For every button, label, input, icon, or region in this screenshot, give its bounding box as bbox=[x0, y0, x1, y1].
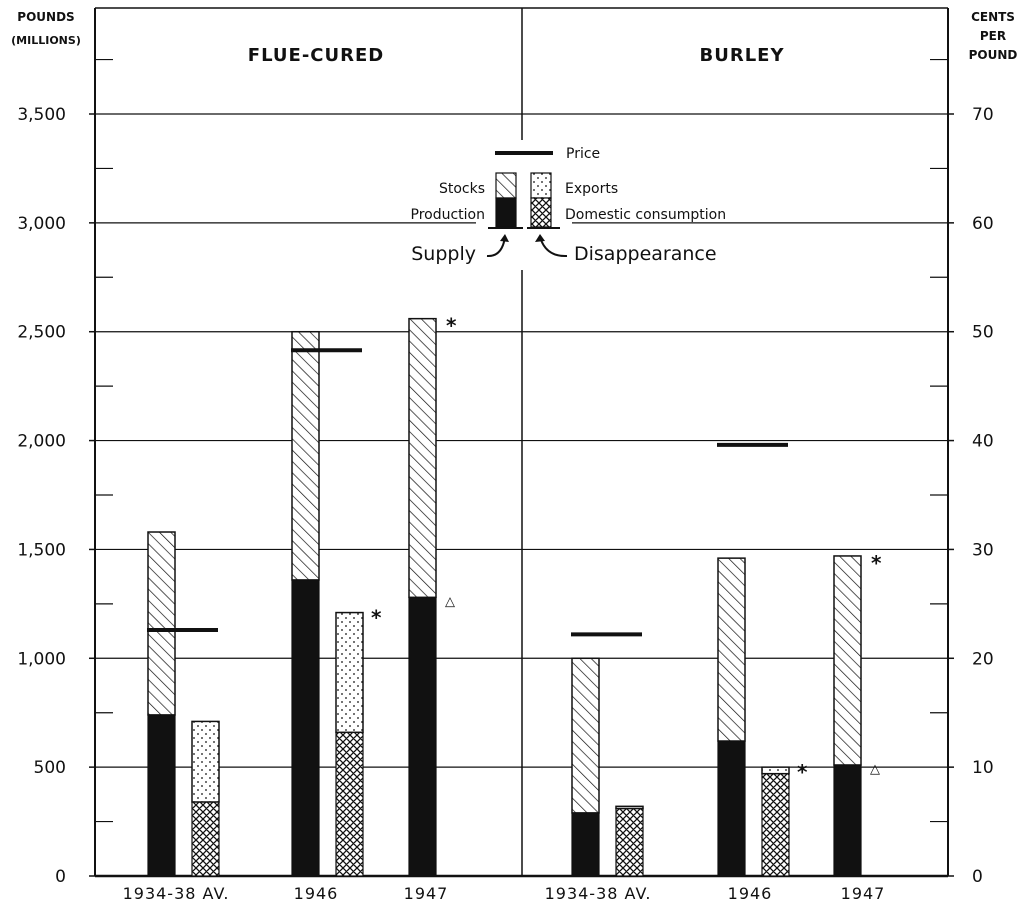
right-tick-label: 30 bbox=[972, 540, 994, 560]
bar-domestic-consumption bbox=[335, 731, 364, 877]
bar-production bbox=[291, 579, 320, 877]
bar-stocks bbox=[291, 330, 320, 581]
category-label: 1934-38 AV. bbox=[123, 884, 230, 903]
bar-domestic-consumption bbox=[615, 807, 644, 877]
right-tick-label: 20 bbox=[972, 649, 994, 669]
bar-stocks bbox=[408, 317, 437, 599]
category-label: 1946 bbox=[728, 884, 773, 903]
plot-frame bbox=[94, 7, 949, 878]
left-tick-label: 500 bbox=[34, 758, 66, 778]
bar-production bbox=[147, 714, 176, 877]
chart-marks: * * △ * * △ bbox=[147, 314, 882, 877]
bar-stocks bbox=[571, 657, 600, 814]
right-y-axis: 0 10 20 30 40 50 60 70 bbox=[930, 58, 994, 887]
gridlines bbox=[95, 113, 948, 768]
supply-marker: * bbox=[446, 314, 457, 338]
right-axis-unit-label: CENTS PER POUND bbox=[969, 10, 1018, 62]
right-tick-label: 50 bbox=[972, 323, 994, 343]
supply-marker: * bbox=[871, 551, 882, 575]
bar-production bbox=[833, 764, 862, 877]
category-label: 1934-38 AV. bbox=[545, 884, 652, 903]
bar-domestic-consumption bbox=[761, 773, 790, 877]
bar-exports bbox=[191, 720, 220, 803]
bar-exports bbox=[335, 611, 364, 734]
legend-stocks-swatch bbox=[495, 172, 517, 199]
left-axis-unit-line1: POUNDS bbox=[17, 10, 74, 24]
legend-production-label: Production bbox=[411, 207, 485, 223]
bar-stocks bbox=[833, 555, 862, 766]
right-tick-label: 10 bbox=[972, 758, 994, 778]
bar-stocks bbox=[717, 557, 746, 742]
production-marker: △ bbox=[870, 762, 880, 777]
legend-exports-swatch bbox=[530, 172, 552, 199]
production-marker: △ bbox=[445, 594, 455, 609]
right-tick-label: 70 bbox=[972, 105, 994, 125]
left-axis-unit-line2: (MILLIONS) bbox=[11, 34, 81, 47]
bar-production bbox=[408, 596, 437, 877]
legend-price-label: Price bbox=[566, 146, 600, 162]
disappearance-marker: * bbox=[797, 760, 808, 784]
bar-exports bbox=[615, 805, 644, 810]
panel-title-flue-cured: FLUE-CURED bbox=[248, 45, 384, 66]
category-label: 1947 bbox=[404, 884, 449, 903]
legend-exports-label: Exports bbox=[565, 181, 618, 197]
right-tick-label: 40 bbox=[972, 432, 994, 452]
category-label: 1947 bbox=[841, 884, 886, 903]
legend-supply-label: Supply bbox=[411, 243, 476, 265]
left-tick-label: 1,500 bbox=[17, 540, 66, 560]
right-tick-label: 60 bbox=[972, 214, 994, 234]
right-tick-label: 0 bbox=[972, 867, 983, 887]
bar-production bbox=[717, 740, 746, 877]
left-axis-unit-label: POUNDS (MILLIONS) bbox=[11, 10, 81, 47]
right-axis-unit-line1: CENTS bbox=[971, 10, 1015, 24]
bar-stocks bbox=[147, 531, 176, 716]
disappearance-marker: * bbox=[371, 606, 382, 630]
right-axis-unit-line3: POUND bbox=[969, 48, 1018, 62]
legend-disappearance-label: Disappearance bbox=[574, 243, 717, 265]
left-tick-label: 0 bbox=[55, 867, 66, 887]
left-tick-label: 2,000 bbox=[17, 432, 66, 452]
left-tick-label: 3,500 bbox=[17, 105, 66, 125]
legend-background bbox=[476, 140, 572, 270]
bar-domestic-consumption bbox=[191, 801, 220, 877]
legend: Price Stocks Production Exports Domestic… bbox=[411, 140, 726, 270]
legend-stocks-label: Stocks bbox=[439, 181, 485, 197]
right-axis-unit-line2: PER bbox=[980, 29, 1006, 43]
left-tick-label: 2,500 bbox=[17, 323, 66, 343]
legend-domestic-swatch bbox=[530, 197, 552, 228]
category-labels: 1934-38 AV. 1946 1947 1934-38 AV. 1946 1947 bbox=[123, 884, 886, 903]
left-tick-label: 3,000 bbox=[17, 214, 66, 234]
category-label: 1946 bbox=[294, 884, 339, 903]
bar-exports bbox=[761, 766, 790, 775]
legend-domestic-label: Domestic consumption bbox=[565, 207, 726, 223]
panel-title-burley: BURLEY bbox=[700, 45, 785, 66]
legend-production-swatch bbox=[495, 197, 517, 228]
left-y-axis: 0 500 1,000 1,500 2,000 2,500 3,000 3,500 bbox=[17, 58, 113, 887]
bar-production bbox=[571, 812, 600, 877]
legend-disappearance-arrowhead bbox=[535, 234, 545, 242]
left-tick-label: 1,000 bbox=[17, 649, 66, 669]
legend-supply-arrowhead bbox=[500, 234, 509, 242]
